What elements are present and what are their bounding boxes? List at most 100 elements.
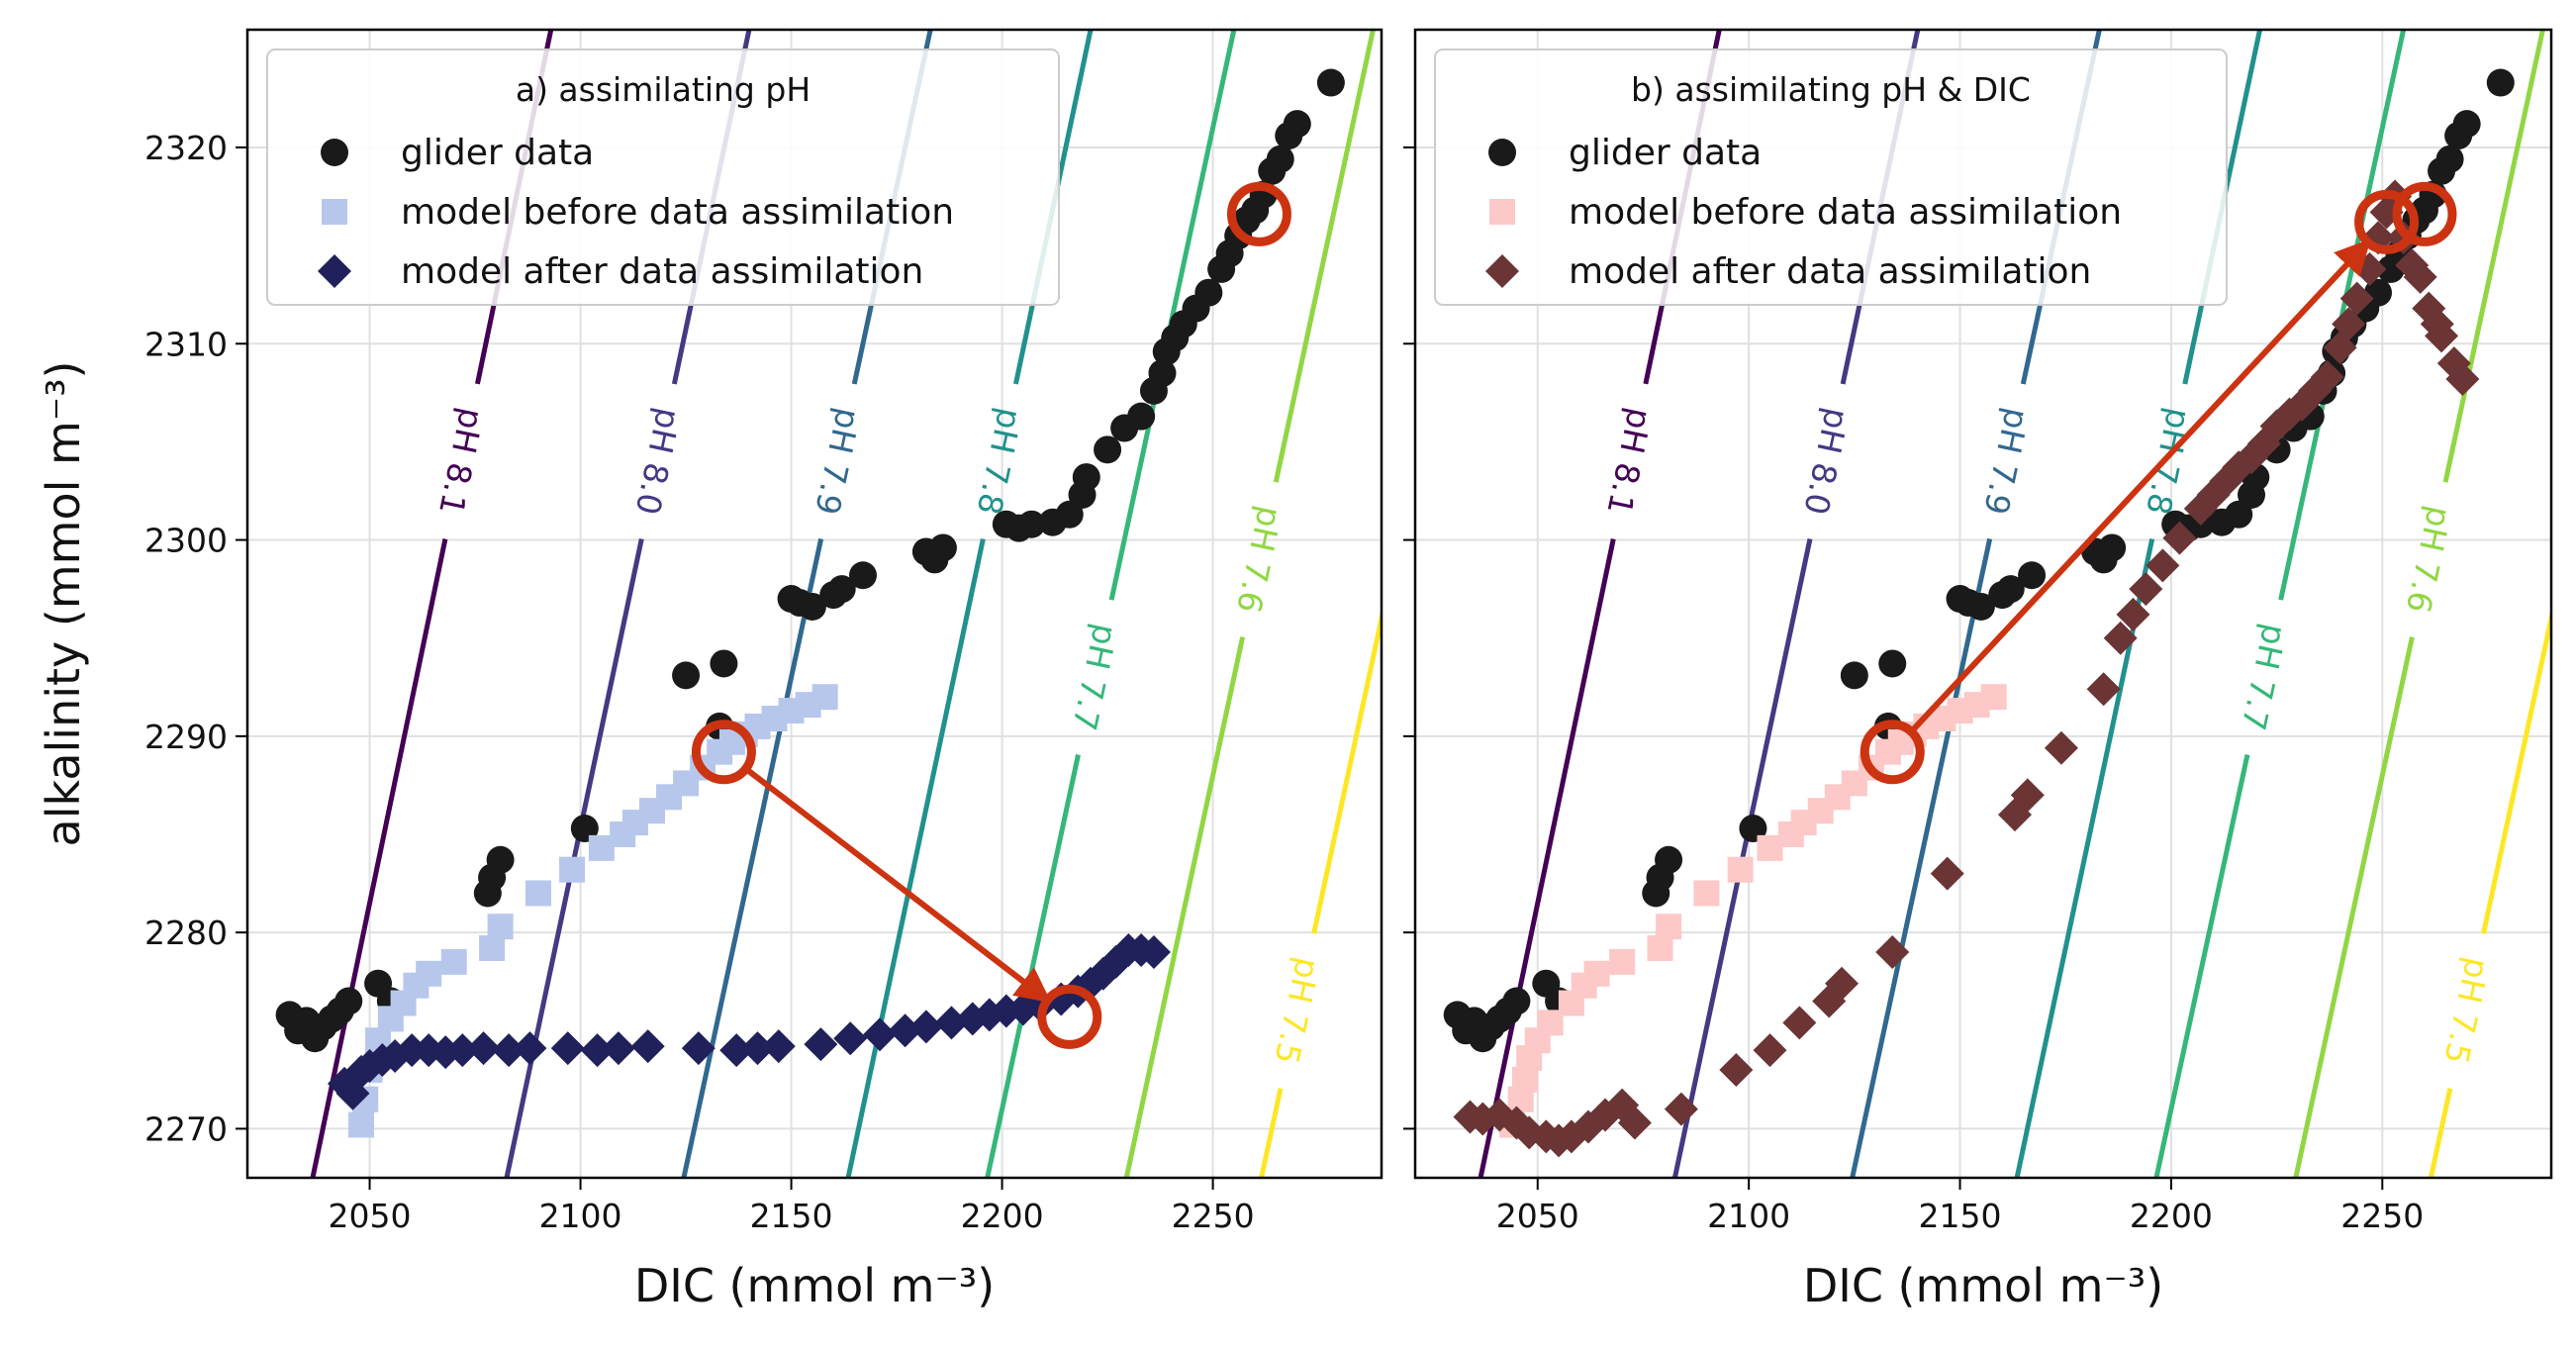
model-after-point <box>2162 521 2197 555</box>
legend-entry-label: glider data <box>1569 133 1762 173</box>
model-after-point <box>804 1027 838 1062</box>
model-before-point <box>487 914 514 940</box>
model-after-point <box>2116 597 2150 631</box>
glider-point <box>1502 987 1531 1015</box>
glider-point <box>2486 68 2515 97</box>
model-after-point <box>833 1021 868 1056</box>
ph-contour-line <box>1123 636 1246 1178</box>
glider-point <box>1996 575 2025 604</box>
glider-point <box>798 592 826 621</box>
assimilation-arrow <box>742 765 1052 1004</box>
model-after-point <box>1782 1006 1817 1040</box>
ph-contour-line <box>2153 754 2250 1178</box>
model-after-point <box>1930 856 1964 891</box>
glider-point <box>1194 278 1223 307</box>
highlight-ring <box>2392 181 2457 246</box>
highlight-ring <box>691 720 756 785</box>
glider-point <box>1316 68 1345 97</box>
model-after-point <box>2361 221 2396 255</box>
legend-entry-label: model before data assimilation <box>401 192 954 233</box>
model-after-point <box>740 1031 775 1066</box>
glider-point <box>1148 359 1177 388</box>
legend-box <box>1434 48 2228 306</box>
legend-title: b) assimilating pH & DIC <box>1631 70 2031 109</box>
legend-title: a) assimilating pH <box>516 70 811 109</box>
glider-point <box>1878 649 1907 678</box>
glider-point <box>2435 145 2464 173</box>
glider-point <box>710 649 738 678</box>
y-tick-label: 2310 <box>144 325 228 363</box>
glider-point <box>1655 845 1683 874</box>
glider-point <box>1072 463 1100 492</box>
y-tick-label: 2280 <box>144 914 228 952</box>
y-axis-label: alkalinity (mmol m⁻³) <box>37 361 90 847</box>
axes-frame <box>1413 28 2553 1180</box>
model-before-point <box>440 948 467 975</box>
model-before-point <box>525 880 551 907</box>
model-after-point <box>934 1006 969 1040</box>
highlight-ring <box>1037 984 1102 1049</box>
glider-point <box>1094 435 1122 464</box>
model-after-point <box>681 1031 716 1066</box>
model-before-point <box>1727 856 1754 883</box>
model-after-point <box>492 1033 526 1068</box>
series-square <box>1499 684 2007 1138</box>
series-circle <box>275 68 1345 1053</box>
ph-contour-line <box>2481 606 2551 934</box>
y-tick-label: 2290 <box>144 718 228 756</box>
model-before-point <box>1609 948 1636 975</box>
glider-point <box>486 845 515 874</box>
y-tick-label: 2270 <box>144 1109 228 1148</box>
ph-contour-line <box>1311 606 1382 934</box>
model-after-point <box>2044 730 2078 765</box>
model-after-point <box>2339 281 2374 316</box>
glider-point <box>827 575 856 604</box>
model-after-point <box>2445 361 2480 396</box>
model-before-point <box>811 684 838 711</box>
ph-contour-line <box>1259 1088 1284 1178</box>
model-after-point <box>513 1031 547 1066</box>
model-after-point <box>863 1017 898 1052</box>
x-axis-label: DIC (mmol m⁻³) <box>1803 1259 2163 1312</box>
plot-area: pH 8.1 pH 8.0 pH 7.9 pH 7.8pH 7.7pH 7.6pH 7… <box>1443 30 2551 1178</box>
x-tick-label: 2100 <box>539 1197 622 1235</box>
model-after-point <box>2310 359 2344 394</box>
model-after-point <box>908 1010 943 1044</box>
model-after-point <box>2332 307 2366 341</box>
ph-contour-line <box>845 537 986 1178</box>
model-before-point <box>1511 1066 1538 1093</box>
ph-contour-line <box>681 537 824 1178</box>
legend-marker-after <box>318 254 351 288</box>
model-after-point <box>601 1031 635 1066</box>
glider-point <box>1283 110 1311 139</box>
model-after-point <box>2086 672 2121 707</box>
x-tick-label: 2200 <box>961 1197 1044 1235</box>
highlight-ring <box>1860 720 1925 785</box>
glider-point <box>334 987 363 1015</box>
series-diamond <box>1453 179 2480 1158</box>
x-tick-label: 2100 <box>1707 1197 1790 1235</box>
model-after-point <box>888 1013 922 1048</box>
glider-point <box>2225 500 2253 529</box>
panel-b: pH 8.1 pH 8.0 pH 7.9 pH 7.8pH 7.7pH 7.6pH 7… <box>1403 28 2553 1312</box>
model-after-point <box>445 1033 480 1068</box>
model-before-point <box>1583 960 1610 987</box>
ph-contour-line <box>2428 1088 2453 1178</box>
model-after-point <box>395 1033 429 1068</box>
legend-marker-glider <box>321 139 348 166</box>
ph-contour-line <box>1478 538 1616 1178</box>
y-tick-label: 2300 <box>144 522 228 560</box>
model-after-point <box>719 1033 754 1068</box>
glider-point <box>1966 592 1995 621</box>
model-after-point <box>761 1029 796 1064</box>
model-before-point <box>1647 935 1673 961</box>
glider-point <box>848 561 877 590</box>
model-after-point <box>2425 319 2459 353</box>
model-after-point <box>2403 259 2437 294</box>
glider-point <box>2018 561 2047 590</box>
legend-entry-label: glider data <box>401 133 594 173</box>
model-before-point <box>1693 880 1720 907</box>
legend-marker-before <box>322 199 347 225</box>
model-after-point <box>1617 1106 1652 1140</box>
